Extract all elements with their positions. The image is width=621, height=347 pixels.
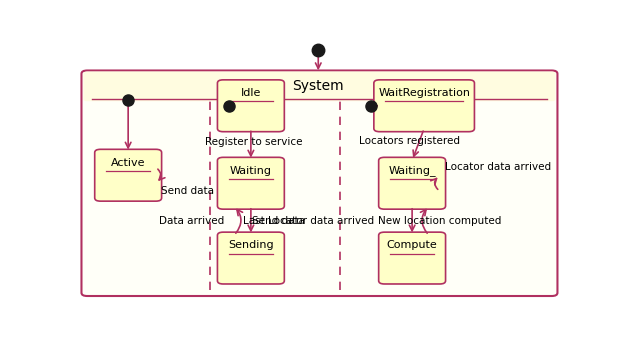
Text: Register to service: Register to service (204, 137, 302, 147)
Text: Waiting_: Waiting_ (388, 165, 436, 176)
Text: Data arrived: Data arrived (159, 215, 224, 226)
Text: Locator data arrived: Locator data arrived (445, 162, 551, 172)
Text: Send data: Send data (161, 186, 214, 196)
FancyBboxPatch shape (217, 157, 284, 209)
FancyBboxPatch shape (374, 80, 474, 132)
Text: Locators registered: Locators registered (359, 136, 460, 146)
FancyBboxPatch shape (81, 70, 558, 296)
FancyBboxPatch shape (379, 232, 445, 284)
FancyBboxPatch shape (217, 232, 284, 284)
Text: WaitRegistration: WaitRegistration (378, 88, 470, 98)
FancyBboxPatch shape (95, 149, 161, 201)
FancyBboxPatch shape (379, 157, 445, 209)
Text: System: System (292, 79, 344, 93)
Text: New location computed: New location computed (378, 216, 502, 226)
Text: Compute: Compute (387, 240, 437, 250)
FancyBboxPatch shape (83, 71, 556, 101)
Text: Send data: Send data (252, 215, 305, 226)
Text: Last Locator data arrived: Last Locator data arrived (243, 216, 374, 226)
Text: Idle: Idle (241, 88, 261, 98)
Text: Sending: Sending (228, 240, 274, 250)
FancyBboxPatch shape (217, 80, 284, 132)
Text: Active: Active (111, 158, 145, 168)
Text: Waiting: Waiting (230, 166, 272, 176)
